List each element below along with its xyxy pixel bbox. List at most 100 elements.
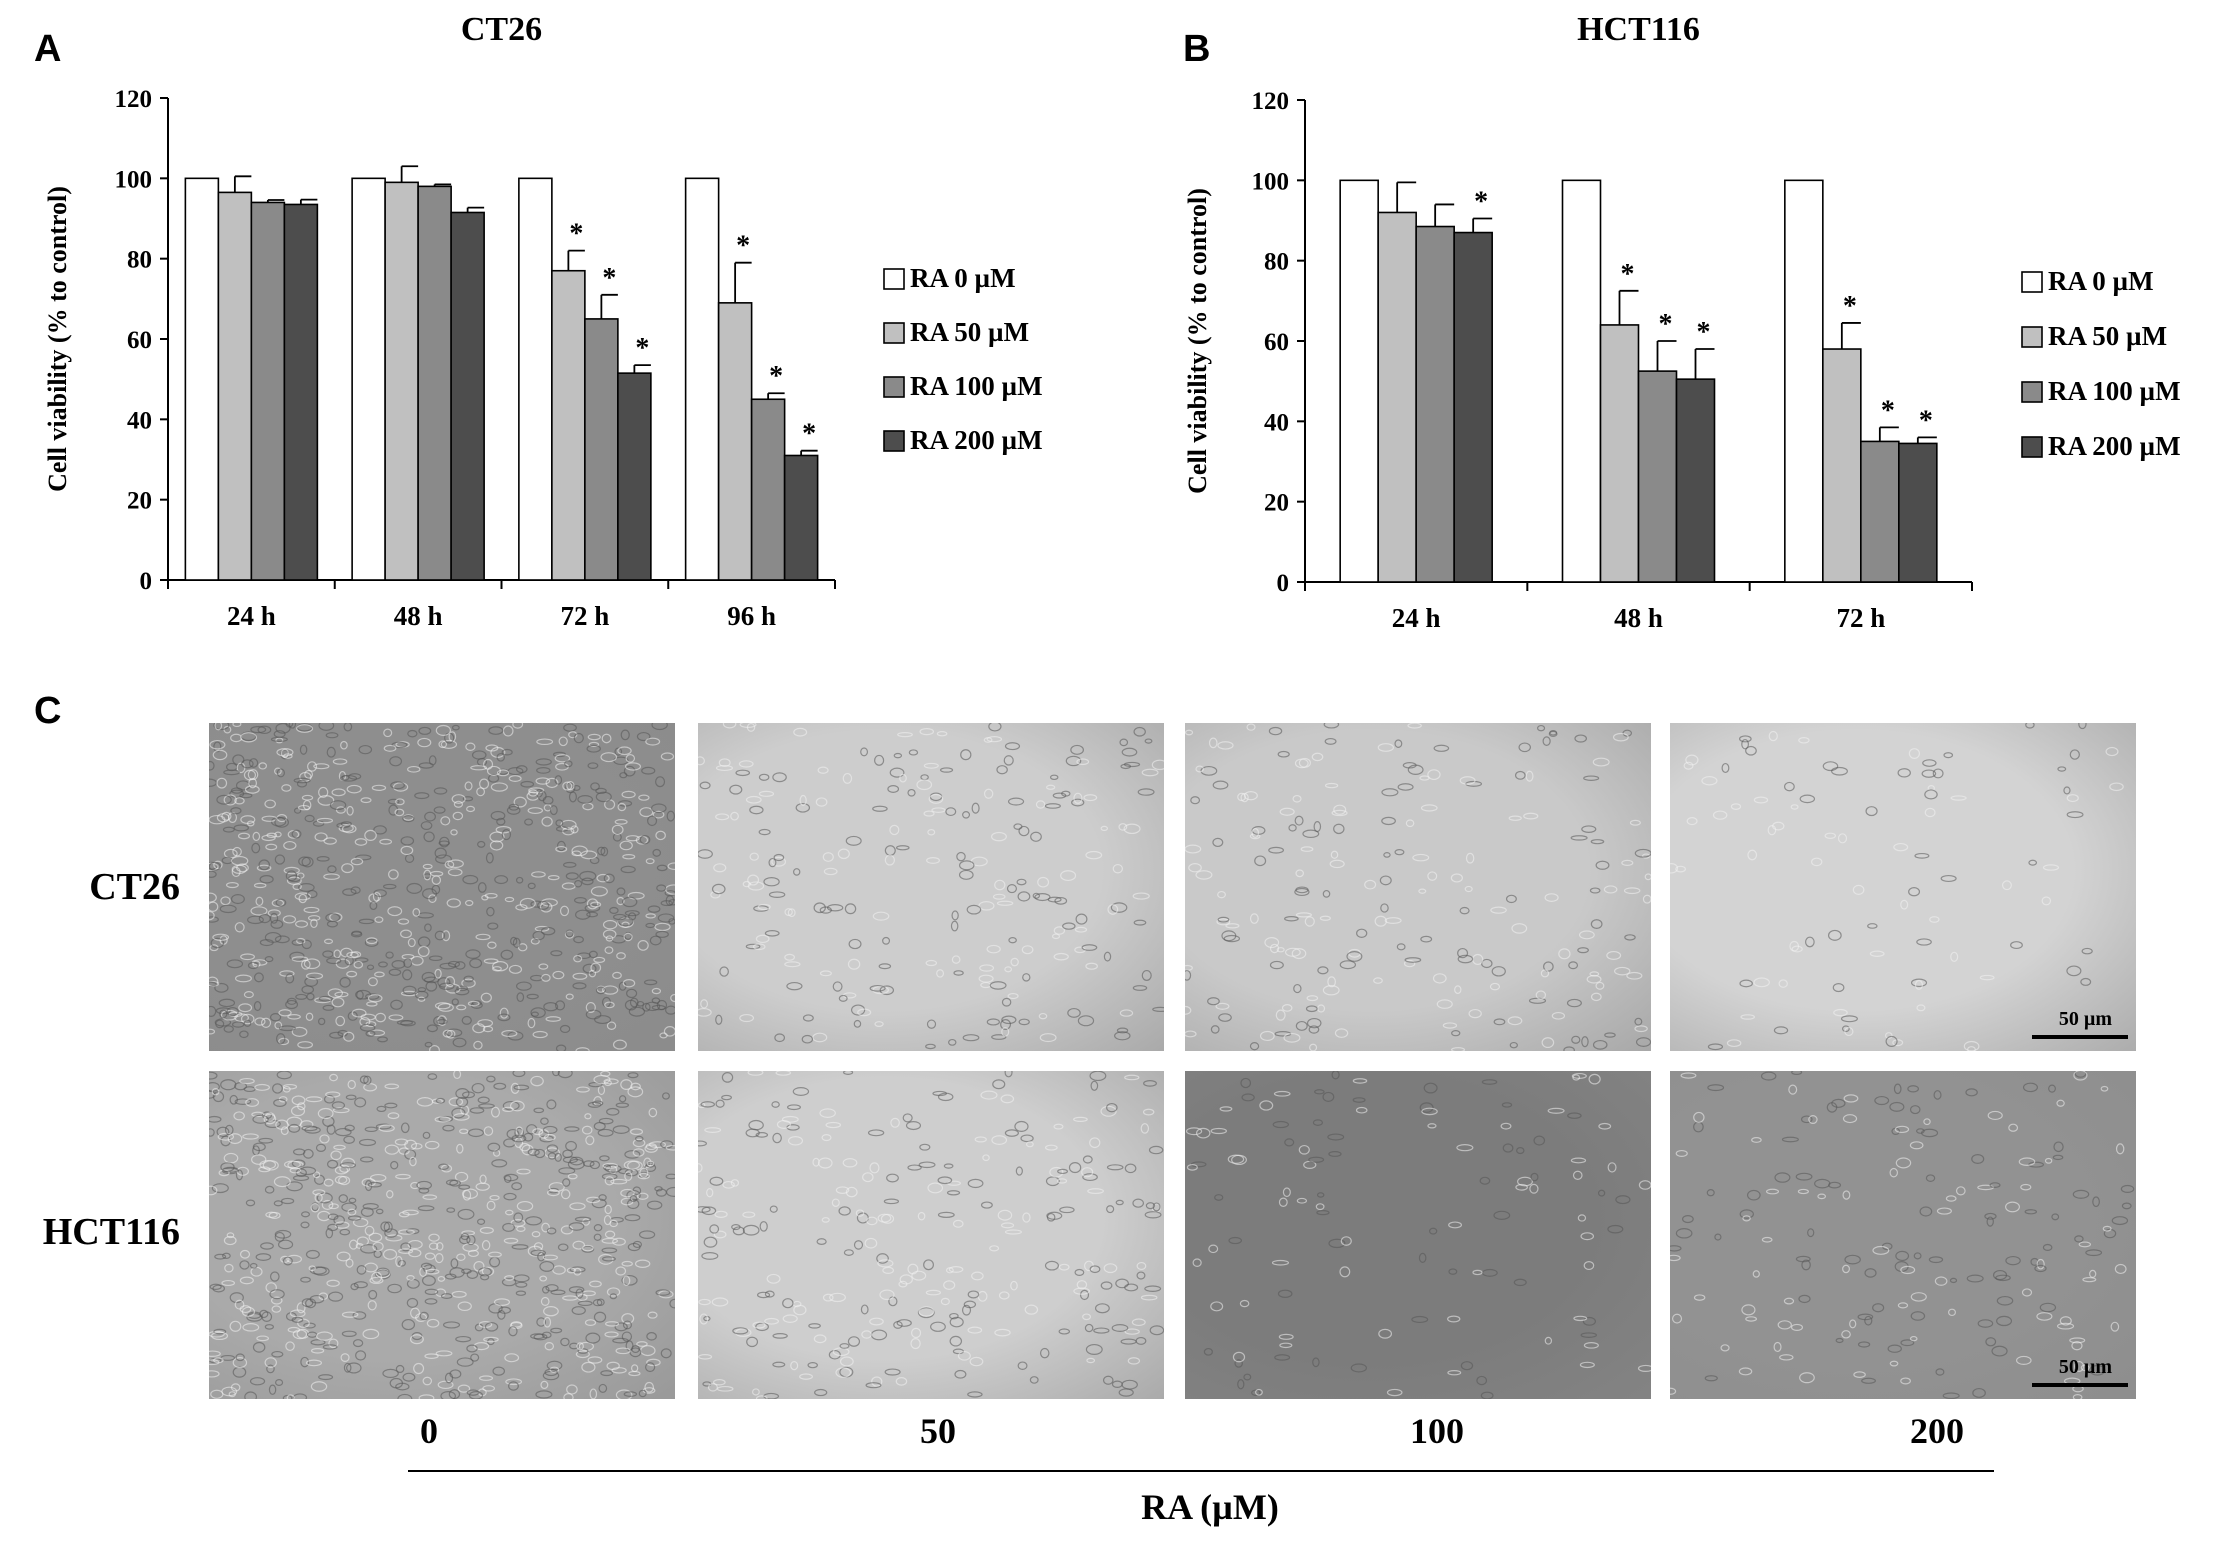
- hct116-significance-marker: *: [1474, 186, 1488, 217]
- hct116-y-tick-label: 20: [1264, 490, 1289, 517]
- dose-label-0: 0: [420, 1411, 438, 1451]
- hct116-significance-marker: *: [1881, 395, 1895, 426]
- ct26-significance-marker: *: [802, 419, 816, 450]
- ct26-y-axis-label: Cell viability (% to control): [43, 186, 72, 492]
- ct26-bar: [450, 211, 485, 581]
- ct26-x-tick-label: 48 h: [394, 601, 443, 631]
- hct116-y-tick-label: 0: [1277, 570, 1290, 597]
- scale-bar-label: 50 µm: [2058, 1008, 2112, 1030]
- ct26-y-tick-label: 100: [115, 166, 153, 193]
- hct116-legend-swatch: [2021, 381, 2043, 403]
- ct26-significance-marker: *: [569, 219, 583, 250]
- ct26-y-tick-label: 80: [127, 247, 152, 274]
- hct116-bar: [1453, 231, 1493, 583]
- hct116-significance-marker: *: [1697, 317, 1711, 348]
- ct26-significance-marker: *: [635, 333, 649, 364]
- hct116-bar: [1599, 324, 1640, 583]
- hct116-legend-label: RA 100 µM: [2048, 376, 2181, 406]
- hct116-legend-swatch: [2021, 326, 2043, 348]
- ct26-x-tick-label: 72 h: [560, 601, 609, 631]
- ct26-x-tick-label: 96 h: [727, 601, 776, 631]
- ct26-significance-marker: *: [769, 361, 783, 392]
- hct116-y-tick-label: 60: [1264, 329, 1289, 356]
- ct26-bar: [384, 181, 419, 581]
- panel-letter-c: C: [34, 690, 62, 732]
- ct26-y-tick-label: 120: [115, 86, 153, 113]
- ct26-y-tick-label: 60: [127, 327, 152, 354]
- hct116-y-tick-label: 100: [1252, 168, 1290, 195]
- cell-texture: [1185, 1071, 1651, 1399]
- dose-label-100: 100: [1410, 1411, 1464, 1451]
- ct26-bar: [184, 177, 220, 581]
- hct116-legend-swatch: [2021, 271, 2043, 293]
- ct26-bar: [417, 185, 452, 581]
- hct116-y-tick-label: 40: [1264, 409, 1289, 436]
- hct116-bar: [1415, 225, 1455, 583]
- hct116-bar: [1561, 179, 1602, 583]
- ct26-y-tick-label: 0: [140, 568, 153, 595]
- cell-texture: [1670, 1071, 2135, 1399]
- row-label-ct26: CT26: [89, 866, 180, 908]
- ct26-bar: [750, 398, 786, 581]
- ct26-legend-label: RA 100 µM: [910, 371, 1043, 401]
- hct116-legend-label: RA 50 µM: [2048, 321, 2167, 351]
- micrograph-hct116-0: [209, 1071, 675, 1399]
- hct116-significance-marker: *: [1843, 291, 1857, 322]
- hct116-significance-marker: *: [1621, 259, 1635, 290]
- dose-axis-line: [408, 1470, 1994, 1472]
- micrograph-hct116-200: 50 µm: [1670, 1071, 2136, 1399]
- hct116-viability-chart: HCT116 0 20 40 60 80 100 120 Cell viability (% t…: [1183, 11, 2181, 633]
- hct116-bar: [1860, 440, 1900, 583]
- cell-texture: [1670, 723, 2124, 1051]
- ct26-bar: [217, 191, 253, 581]
- hct116-x-tick-label: 72 h: [1836, 603, 1885, 633]
- ct26-legend-swatch: [883, 430, 905, 452]
- hct116-x-tick-label: 24 h: [1392, 603, 1441, 633]
- ct26-bar: [617, 372, 652, 581]
- cell-texture: [698, 723, 1164, 1050]
- hct116-legend-label: RA 200 µM: [2048, 431, 2181, 461]
- ct26-legend-swatch: [883, 322, 905, 344]
- ct26-bar: [783, 454, 819, 581]
- ct26-legend-swatch: [883, 376, 905, 398]
- hct116-bar: [1784, 179, 1824, 583]
- cell-texture: [209, 1071, 675, 1399]
- micrograph-ct26-200: 50 µm: [1670, 723, 2136, 1051]
- scale-bar: [2032, 1383, 2128, 1387]
- ct26-legend-label: RA 0 µM: [910, 263, 1016, 293]
- hct116-bar: [1675, 378, 1716, 583]
- hct116-x-tick-label: 48 h: [1614, 603, 1663, 633]
- hct116-bar: [1822, 348, 1862, 583]
- dose-axis-label: RA (µM): [1141, 1487, 1279, 1527]
- cell-texture: [698, 1071, 1164, 1399]
- micrograph-ct26-0: [209, 723, 675, 1051]
- ct26-title: CT26: [461, 11, 542, 48]
- hct116-y-tick-label: 120: [1252, 88, 1290, 115]
- hct116-significance-marker: *: [1659, 309, 1673, 340]
- ct26-significance-marker: *: [602, 263, 616, 294]
- hct116-bar: [1637, 370, 1678, 583]
- hct116-y-tick-label: 80: [1264, 249, 1289, 276]
- scale-bar: [2032, 1035, 2128, 1039]
- ct26-legend-label: RA 50 µM: [910, 317, 1029, 347]
- hct116-legend-swatch: [2021, 436, 2043, 458]
- ct26-bar: [684, 177, 720, 581]
- cell-texture: [209, 723, 675, 1051]
- hct116-bar: [1339, 179, 1379, 583]
- hct116-title: HCT116: [1577, 11, 1700, 48]
- ct26-bar: [518, 177, 553, 581]
- ct26-y-tick-label: 40: [127, 407, 152, 434]
- ct26-x-tick-label: 24 h: [227, 601, 276, 631]
- micrograph-hct116-100: [1185, 1071, 1651, 1399]
- hct116-bar: [1898, 442, 1938, 583]
- ct26-bar: [584, 318, 619, 581]
- scale-bar-label: 50 µm: [2058, 1356, 2112, 1378]
- ct26-y-tick-label: 20: [127, 488, 152, 515]
- ct26-bar: [283, 203, 319, 581]
- hct116-significance-marker: *: [1919, 405, 1933, 436]
- micrograph-hct116-50: [698, 1071, 1164, 1399]
- ct26-bar: [351, 177, 386, 581]
- ct26-bar: [717, 302, 753, 581]
- ct26-legend-label: RA 200 µM: [910, 425, 1043, 455]
- micrograph-ct26-50: [698, 723, 1164, 1051]
